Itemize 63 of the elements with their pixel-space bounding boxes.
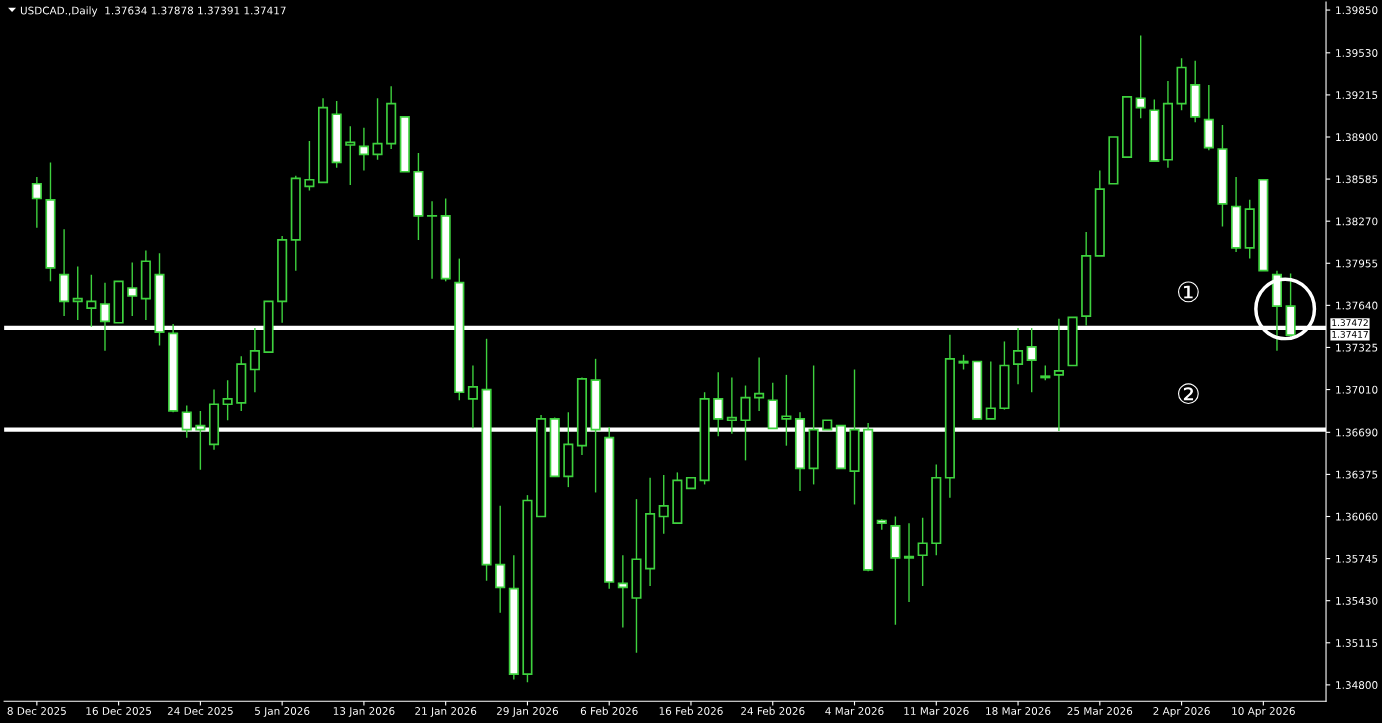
x-tick-label: 13 Jan 2026 (333, 707, 395, 717)
candlestick (726, 376, 737, 435)
candlestick (658, 474, 669, 535)
x-tick-label: 24 Dec 2025 (167, 707, 233, 715)
candlestick (1053, 318, 1064, 432)
y-tick-label: 1.36375 (1336, 470, 1378, 479)
candlestick (903, 522, 915, 603)
candlestick (372, 97, 383, 161)
x-tick-label: 24 Feb 2026 (741, 706, 805, 715)
annotation: ① (1178, 281, 1199, 303)
candlestick (617, 554, 628, 629)
y-tick-label: 1.37325 (1336, 343, 1378, 352)
x-tick-label: 16 Dec 2025 (86, 707, 151, 715)
y-tick-label: 1.36060 (1336, 512, 1378, 521)
candlestick (781, 374, 792, 447)
candlestick (495, 505, 506, 614)
candlestick (426, 200, 438, 280)
y-tick-label: 1.37955 (1336, 259, 1378, 268)
x-tick-label: 5 Jan 2026 (255, 707, 310, 717)
candlestick (358, 126, 369, 172)
candlestick (467, 364, 478, 430)
candlestick (345, 125, 356, 186)
y-tick-label: 1.39850 (1336, 6, 1378, 15)
y-tick-label: 1.38585 (1336, 175, 1378, 184)
y-tick-label: 1.39215 (1336, 91, 1378, 100)
x-tick-label: 4 Mar 2026 (825, 707, 884, 715)
x-tick-label: 2 Apr 2026 (1153, 707, 1210, 717)
y-tick-label: 1.34800 (1336, 681, 1378, 689)
x-tick-label: 6 Feb 2026 (580, 706, 638, 715)
candlestick (31, 176, 42, 229)
y-tick-label: 1.37640 (1336, 301, 1378, 310)
y-tick-label: 1.35745 (1336, 554, 1378, 563)
x-tick-label: 18 Mar 2026 (986, 707, 1051, 715)
y-tick-label: 1.35430 (1336, 596, 1378, 605)
y-tick-label: 1.36690 (1336, 428, 1378, 437)
candlestick (304, 140, 315, 192)
x-tick-label: 16 Feb 2026 (659, 706, 723, 715)
candlestick (127, 261, 138, 317)
candlestick (86, 273, 97, 328)
x-tick-label: 10 Apr 2026 (1232, 707, 1295, 717)
x-tick-label: 29 Jan 2026 (496, 707, 559, 717)
ref-line-label: 1.37472 (1332, 319, 1368, 327)
candlestick (754, 356, 765, 412)
text: 1.37417 (1332, 330, 1368, 338)
y-tick-label: 1.38270 (1336, 217, 1378, 226)
y-tick-label: 1.35115 (1336, 639, 1378, 647)
candlestick (72, 265, 83, 321)
x-tick-label: 8 Dec 2025 (7, 707, 66, 715)
candlestick (740, 384, 751, 462)
y-tick-label: 1.39530 (1336, 49, 1378, 57)
y-tick-label: 1.37010 (1336, 385, 1378, 394)
y-tick-label: 1.38900 (1336, 133, 1378, 142)
candlestick (1135, 34, 1146, 119)
chart-title: USDCAD.,Daily 1.37634 1.37878 1.37391 1.37417 (20, 6, 286, 17)
candlestick (249, 327, 260, 393)
annotation: ② (1178, 383, 1199, 405)
candlestick (222, 379, 233, 421)
x-tick-label: 25 Mar 2026 (1067, 707, 1133, 715)
candlestick (985, 360, 996, 420)
x-tick-label: 11 Mar 2026 (904, 707, 969, 715)
candlestick (1012, 327, 1024, 385)
candlestick (917, 517, 928, 587)
x-tick-label: 21 Jan 2026 (415, 707, 477, 717)
